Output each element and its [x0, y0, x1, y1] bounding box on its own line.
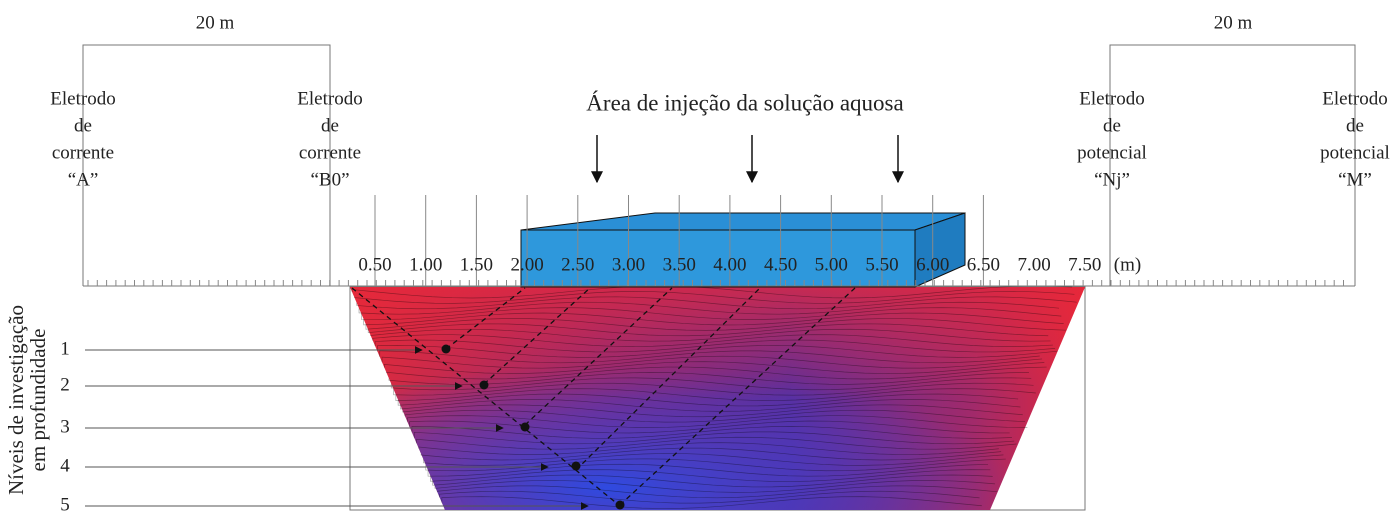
scale-label: 2.00 — [510, 254, 543, 275]
level-point — [521, 423, 530, 432]
level-point — [442, 345, 451, 354]
diagram: 20 m 20 m Área de injeção da solução aqu… — [0, 0, 1396, 526]
scale-label: 7.00 — [1017, 254, 1050, 275]
scale-label: 1.50 — [460, 254, 493, 275]
level-label: 1 — [60, 338, 70, 359]
electrode-label: “M” — [1338, 169, 1372, 190]
electrode-label: de — [1103, 115, 1121, 136]
electrode-label: “Nj” — [1094, 169, 1130, 190]
scale-unit: (m) — [1114, 254, 1141, 275]
spacing-label: 20 m — [196, 12, 235, 33]
electrode-label: de — [1346, 115, 1364, 136]
level-label: 3 — [60, 416, 70, 437]
depth-title: em profundidade — [26, 329, 50, 472]
electrode-label: potencial — [1320, 142, 1390, 163]
level-point — [480, 381, 489, 390]
electrode-label: corrente — [52, 142, 114, 163]
electrode-label: Eletrodo — [50, 88, 115, 109]
scale-label: 7.50 — [1068, 254, 1101, 275]
electrode-label: “A” — [68, 169, 99, 190]
level-label: 5 — [60, 494, 70, 515]
level-label: 2 — [60, 374, 70, 395]
right-bracket — [1110, 45, 1355, 195]
scale-label: 6.00 — [916, 254, 949, 275]
scale-label: 4.00 — [713, 254, 746, 275]
level-point — [572, 462, 581, 471]
scale-label: 6.50 — [967, 254, 1000, 275]
box-top — [521, 213, 965, 230]
spacing-label: 20 m — [1214, 12, 1253, 33]
electrode-label: “B0” — [310, 169, 349, 190]
electrode-label: Eletrodo — [297, 88, 362, 109]
scale-label: 1.00 — [409, 254, 442, 275]
depth-title: Níveis de investigação — [4, 305, 28, 495]
electrode-label: potencial — [1077, 142, 1147, 163]
scale-label: 3.00 — [612, 254, 645, 275]
scale-label: 0.50 — [358, 254, 391, 275]
injection-label: Área de injeção da solução aquosa — [586, 90, 903, 115]
scale-label: 4.50 — [764, 254, 797, 275]
electrode-label: corrente — [299, 142, 361, 163]
level-point — [616, 501, 625, 510]
electrode-label: Eletrodo — [1079, 88, 1144, 109]
electrode-label: de — [321, 115, 339, 136]
scale-label: 3.50 — [663, 254, 696, 275]
level-label: 4 — [60, 455, 70, 476]
scale-label: 2.50 — [561, 254, 594, 275]
scale-label: 5.00 — [815, 254, 848, 275]
left-bracket — [83, 45, 330, 195]
scale-label: 5.50 — [865, 254, 898, 275]
electrode-label: de — [74, 115, 92, 136]
electrode-label: Eletrodo — [1322, 88, 1387, 109]
